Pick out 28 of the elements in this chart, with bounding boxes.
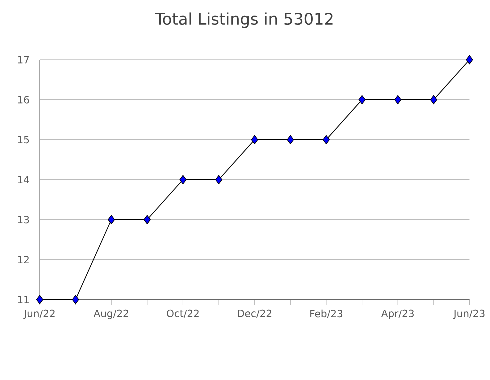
point xyxy=(72,295,80,305)
point xyxy=(287,135,294,145)
chart-title: Total Listings in 53012 xyxy=(155,12,333,28)
x-tick-label: Aug/22 xyxy=(94,310,128,320)
point xyxy=(322,135,330,145)
y-tick-label: 16 xyxy=(18,96,30,104)
point xyxy=(36,295,44,305)
x-tick-label: Dec/22 xyxy=(238,310,272,318)
point xyxy=(251,135,258,145)
point xyxy=(180,175,187,185)
point xyxy=(108,215,116,225)
point xyxy=(394,95,402,105)
point xyxy=(216,175,223,185)
x-tick-label: Jun/22 xyxy=(24,310,55,320)
point xyxy=(466,55,474,65)
y-tick-label: 17 xyxy=(18,56,30,64)
point xyxy=(144,215,151,225)
y-tick-label: 11 xyxy=(18,296,30,304)
x-tick-label: Oct/22 xyxy=(167,310,199,318)
y-tick-label: 13 xyxy=(18,216,30,224)
y-tick-label: 14 xyxy=(18,176,30,184)
point xyxy=(430,95,438,105)
x-tick-label: Jun/23 xyxy=(453,310,485,320)
x-tick-label: Feb/23 xyxy=(310,310,343,318)
y-tick-label: 15 xyxy=(18,136,30,144)
point xyxy=(358,95,366,105)
y-tick-label: 12 xyxy=(18,256,29,264)
x-tick-label: Apr/23 xyxy=(381,310,414,320)
